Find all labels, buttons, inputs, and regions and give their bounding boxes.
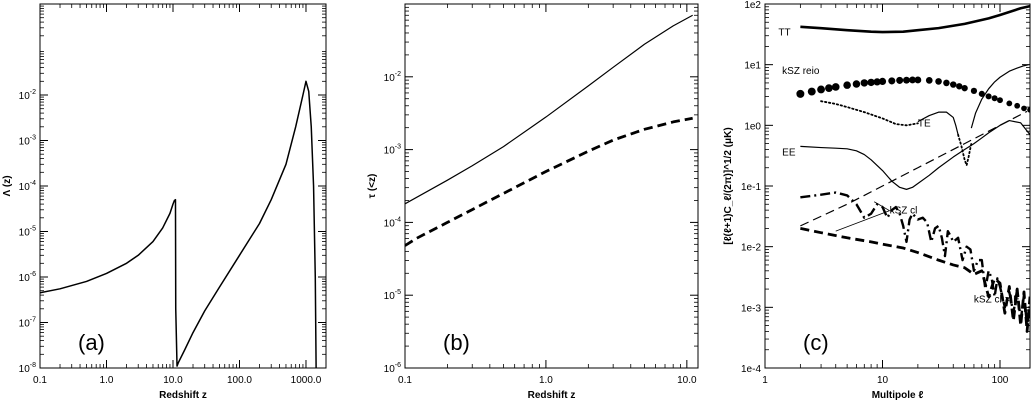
series-3-10-line <box>800 227 1030 333</box>
panel-3: 1 10 100 1e-4 1e-3 1e-2 1e-1 1e0 1e1 1e2 Multipole… <box>723 0 1031 401</box>
plot-frame <box>404 3 699 369</box>
y-tick-label: 10-6 <box>19 271 36 284</box>
panel-1: 0.1 1.0 10.0 100.0 1000.0 10-8 10-7 10-6 10-5 10-… <box>2 3 327 401</box>
series-1-1-line <box>40 80 317 368</box>
series-3-2-point <box>997 97 1003 104</box>
data-layer <box>405 14 693 247</box>
y-tick-label: 10-2 <box>19 89 36 102</box>
y-tick-label: 1e-3 <box>741 303 761 314</box>
series-3-2-point <box>817 85 825 94</box>
y-tick-label: 1e1 <box>744 61 761 72</box>
panel-label: (a) <box>78 330 105 355</box>
annotation: TE <box>918 119 931 130</box>
series-3-2-point <box>1027 107 1030 113</box>
series-3-7-line <box>800 119 1030 190</box>
series-3-2-point <box>909 76 916 84</box>
x-tick-label: 0.1 <box>398 375 412 386</box>
x-tick-label: 100.0 <box>227 375 252 386</box>
leader-line <box>874 201 890 212</box>
series-2-1-line <box>405 14 693 205</box>
y-axis-label: τ (<z) <box>367 174 378 199</box>
series-3-2-point <box>1021 105 1027 112</box>
annotation: EE <box>782 147 796 158</box>
x-tick-label: 10 <box>877 375 889 386</box>
y-tick-label: 10-3 <box>384 144 401 157</box>
x-tick-label: 1 <box>762 375 768 386</box>
y-tick-label: 1e0 <box>744 121 761 132</box>
series-3-3-line <box>820 100 919 127</box>
y-tick-label: 10-4 <box>384 216 401 229</box>
y-tick-label: 1e2 <box>744 0 761 11</box>
series-3-5-line <box>957 133 973 167</box>
leader-line <box>835 210 890 232</box>
x-axis-label: Redshift z <box>528 390 576 401</box>
y-tick-label: 1e-4 <box>741 364 761 375</box>
x-tick-label: 100 <box>992 375 1009 386</box>
y-tick-label: 1e-2 <box>741 243 761 254</box>
series-3-2-point <box>896 76 904 84</box>
series-3-2-point <box>867 78 875 87</box>
x-tick-label: 10.0 <box>677 375 697 386</box>
x-tick-label: 1000.0 <box>291 375 322 386</box>
y-tick-label: 10-3 <box>19 135 36 148</box>
data-layer <box>40 80 317 368</box>
series-3-2-point <box>852 80 861 88</box>
x-tick-label: 1.0 <box>100 375 114 386</box>
y-tick-label: 10-4 <box>19 180 36 193</box>
series-3-2-point <box>888 77 896 85</box>
y-tick-label: 1e-1 <box>741 182 761 193</box>
y-axis-label: Λ (z) <box>2 175 13 196</box>
series-3-4-line <box>917 111 959 135</box>
series-3-2-point <box>943 79 950 87</box>
y-tick-label: 10-6 <box>384 362 401 375</box>
series-3-2-point <box>831 83 840 91</box>
series-3-2-point <box>796 89 805 98</box>
x-axis-label: Multipole ℓ <box>872 390 924 401</box>
series-3-2-point <box>935 78 942 85</box>
series-3-1-line <box>800 4 1030 34</box>
series-3-2-point <box>807 87 816 96</box>
plot-frame <box>39 3 327 369</box>
series-3-2-point <box>961 84 968 92</box>
series-3-2-point <box>825 84 833 93</box>
series-3-2-point <box>978 90 985 97</box>
data-layer <box>796 4 1030 333</box>
series-3-2-point <box>991 95 998 102</box>
series-3-2-point <box>985 93 992 100</box>
x-tick-label: 10.0 <box>163 375 183 386</box>
series-3-2-point <box>925 77 933 84</box>
series-3-2-point <box>950 81 957 88</box>
series-3-6-line <box>970 64 1029 129</box>
series-3-2-point <box>970 87 978 94</box>
annotation: TT <box>778 28 790 39</box>
series-3-2-point <box>956 83 963 90</box>
series-3-2-point <box>1014 102 1021 109</box>
series-3-2-point <box>878 77 887 85</box>
x-tick-label: 0.1 <box>33 375 47 386</box>
panel-2: 0.1 1.0 10.0 10-6 10-5 10-4 10-3 10-2 Redshift z… <box>367 3 699 401</box>
series-3-2-point <box>873 78 881 86</box>
series-3-2-point <box>1006 100 1013 107</box>
panel-label: (b) <box>443 330 470 355</box>
series-3-2-point <box>843 81 851 89</box>
y-tick-label: 10-7 <box>19 317 36 330</box>
series-3-2-point <box>903 76 910 84</box>
x-tick-label: 1.0 <box>539 375 553 386</box>
x-axis-label: Redshift z <box>159 390 207 401</box>
y-tick-label: 10-5 <box>384 289 401 302</box>
panel-label: (c) <box>803 330 829 355</box>
series-3-2-point <box>914 76 922 84</box>
series-2-2-line <box>405 116 693 247</box>
annotation: kSZ cl × E <box>974 295 1020 306</box>
annotation: kSZ cl <box>890 206 918 217</box>
y-tick-label: 10-8 <box>19 362 36 375</box>
annotation: kSZ reio <box>782 66 820 77</box>
series-3-2-point <box>860 79 869 87</box>
y-axis-label: [ℓ(ℓ+1)C_ℓ/(2π)]^1/2 (μK) <box>723 127 734 244</box>
y-tick-label: 10-2 <box>384 71 401 84</box>
y-tick-label: 10-5 <box>19 226 36 239</box>
